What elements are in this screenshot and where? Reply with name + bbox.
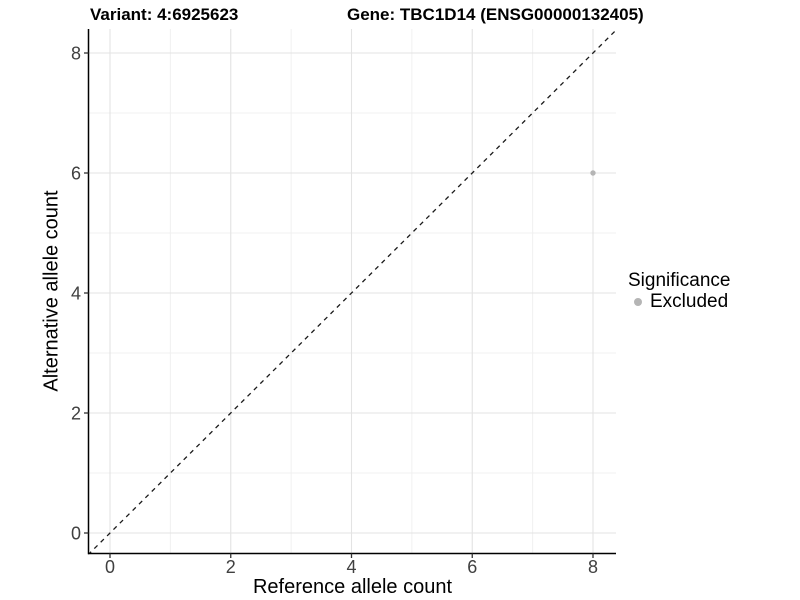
axis-ticks (84, 52, 594, 558)
dashed-identity-line (88, 29, 616, 554)
x-tick-label: 0 (105, 557, 115, 577)
legend: Significance Excluded (628, 271, 730, 312)
x-axis-title: Reference allele count (252, 576, 452, 598)
legend-item-excluded: Excluded (628, 292, 730, 312)
major-gridlines (88, 29, 616, 554)
y-tick-label: 0 (71, 524, 81, 544)
identity-reference-line (88, 29, 616, 554)
legend-item-label: Excluded (650, 291, 729, 312)
data-points (590, 170, 596, 176)
minor-gridlines (88, 29, 616, 554)
plot-title-variant: Variant: 4:6925623 (90, 5, 239, 24)
y-axis-title: Alternative allele count (40, 190, 63, 392)
legend-title: Significance (628, 270, 731, 291)
axis-tick-labels: 0 2 4 6 8 0 2 4 6 8 (71, 44, 598, 578)
legend-point-icon (634, 298, 642, 306)
x-tick-label: 4 (346, 557, 356, 577)
x-tick-label: 8 (588, 557, 598, 577)
y-tick-label: 4 (71, 284, 81, 304)
x-tick-label: 6 (467, 557, 477, 577)
plot-title-gene: Gene: TBC1D14 (ENSG00000132405) (347, 5, 644, 24)
x-tick-label: 2 (226, 557, 236, 577)
y-tick-label: 8 (71, 44, 81, 64)
data-point (590, 170, 596, 176)
y-tick-label: 6 (71, 164, 81, 184)
y-tick-label: 2 (71, 404, 81, 424)
